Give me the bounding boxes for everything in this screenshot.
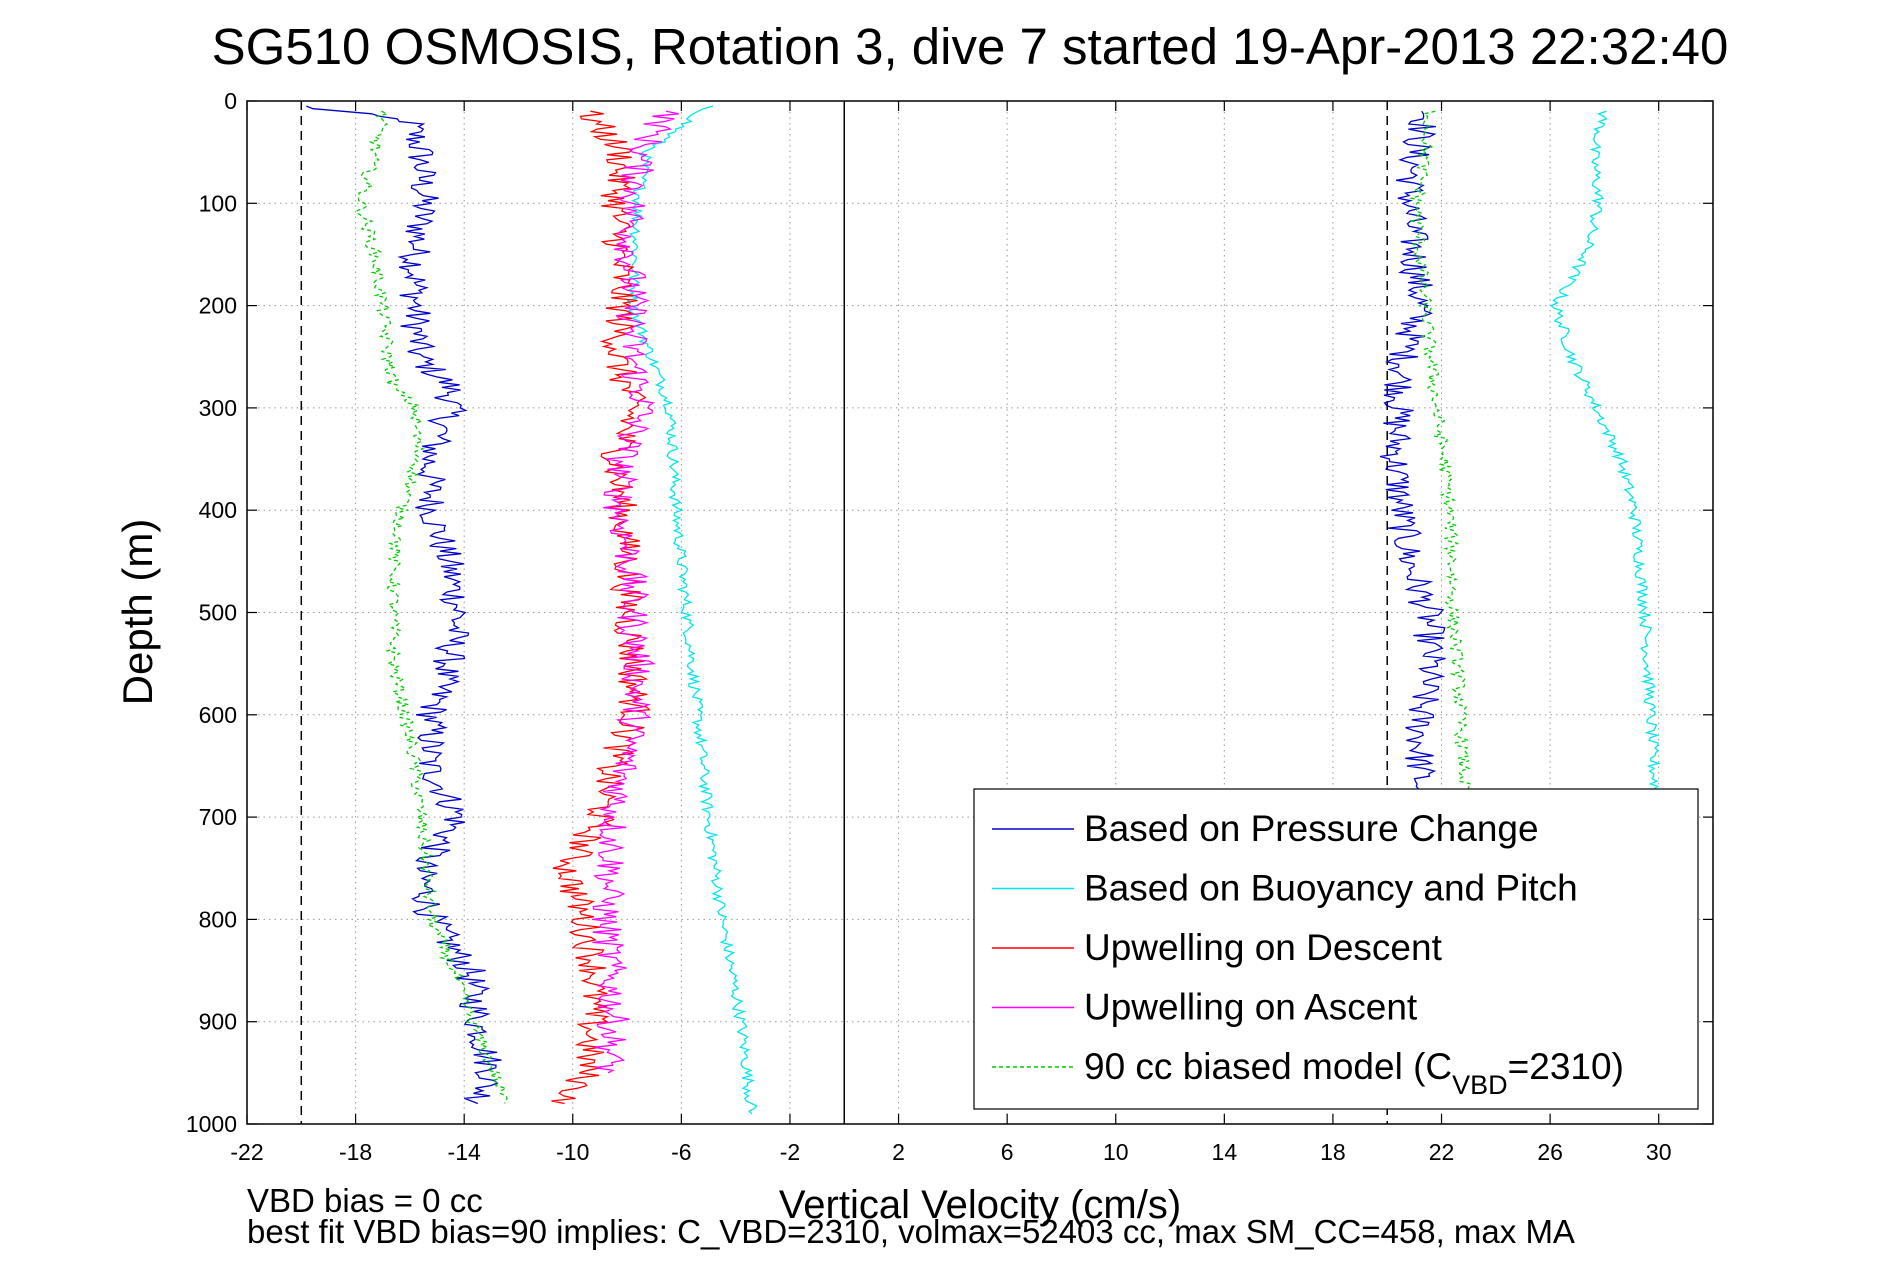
- x-tick-label: 30: [1646, 1139, 1672, 1165]
- x-tick-label: -10: [556, 1139, 589, 1165]
- chart-title: SG510 OSMOSIS, Rotation 3, dive 7 starte…: [212, 18, 1729, 75]
- x-tick-label: -22: [230, 1139, 263, 1165]
- y-tick-label: 0: [224, 88, 237, 114]
- legend: Based on Pressure Change Based on Buoyanc…: [973, 788, 1699, 1110]
- legend-box: [973, 788, 1699, 1110]
- y-tick-label: 600: [199, 702, 237, 728]
- series-line-3: [625, 105, 758, 1115]
- y-tick-label: 1000: [186, 1111, 237, 1137]
- x-tick-label: -14: [448, 1139, 481, 1165]
- series-layer: [306, 105, 1661, 1115]
- y-tick-label: 300: [199, 395, 237, 421]
- series-line-7: [355, 110, 508, 1104]
- legend-label: Upwelling on Descent: [1084, 927, 1443, 968]
- legend-label: Based on Buoyancy and Pitch: [1084, 868, 1578, 909]
- y-axis-label: Depth (m): [114, 519, 161, 706]
- x-tick-label: 14: [1212, 1139, 1238, 1165]
- x-tick-label: 22: [1429, 1139, 1455, 1165]
- series-line-2: [1379, 110, 1446, 818]
- series-line-5: [551, 110, 651, 1105]
- x-tick-label: 18: [1320, 1139, 1346, 1165]
- x-axis-label: Vertical Velocity (cm/s): [779, 1183, 1181, 1227]
- legend-label: Based on Pressure Change: [1084, 808, 1539, 849]
- y-tick-label: 800: [199, 906, 237, 932]
- x-tick-label: -18: [339, 1139, 372, 1165]
- x-tick-label: 10: [1103, 1139, 1129, 1165]
- best-fit-note: best fit VBD bias=90 implies: C_VBD=2310…: [247, 1213, 1575, 1250]
- axis-ticks: -22 -18 -14 -10 -6 -2 2 6 10 14 18 22 26 300100200300…: [186, 88, 1713, 1165]
- x-tick-label: 6: [1001, 1139, 1014, 1165]
- y-tick-label: 100: [199, 190, 237, 216]
- y-tick-label: 200: [199, 293, 237, 319]
- y-tick-label: 400: [199, 497, 237, 523]
- vbd-bias-note: VBD bias = 0 cc: [247, 1182, 483, 1219]
- reference-lines: [300, 101, 1388, 1124]
- x-tick-label: 2: [892, 1139, 905, 1165]
- x-tick-label: -2: [780, 1139, 800, 1165]
- series-line-8: [1409, 110, 1474, 818]
- x-tick-label: 26: [1537, 1139, 1563, 1165]
- y-tick-label: 900: [199, 1009, 237, 1035]
- y-tick-label: 700: [199, 804, 237, 830]
- series-line-6: [591, 110, 679, 1074]
- legend-label: Upwelling on Ascent: [1084, 987, 1418, 1028]
- y-tick-label: 500: [199, 600, 237, 626]
- legend-subscript: VBD: [1452, 1070, 1508, 1100]
- series-line-4: [1550, 110, 1661, 818]
- series-line-1: [306, 105, 502, 1105]
- x-tick-label: -6: [671, 1139, 691, 1165]
